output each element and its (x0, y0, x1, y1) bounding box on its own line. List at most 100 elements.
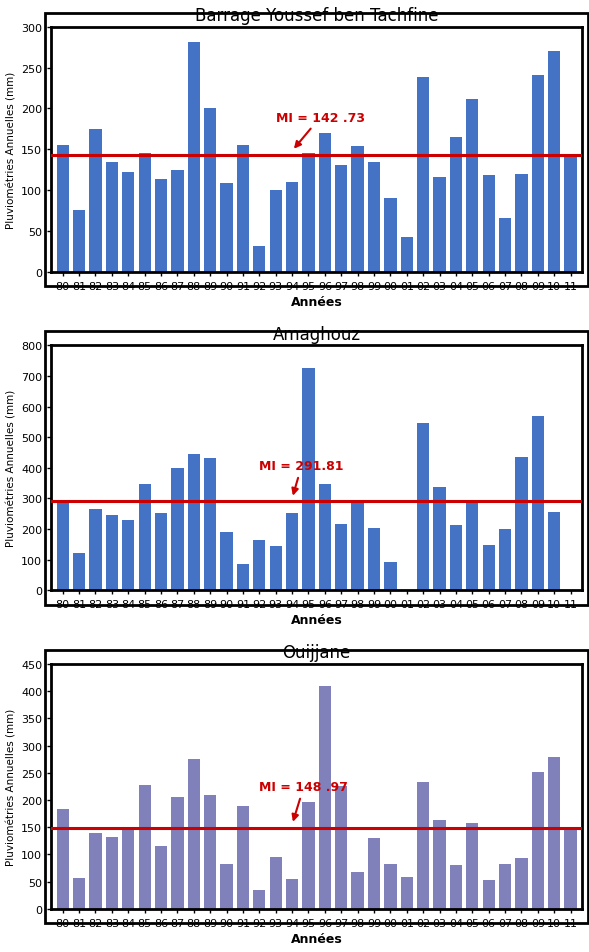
Bar (499, 864, 511, 909)
Bar (270, 191, 282, 272)
Bar (466, 500, 478, 590)
Bar (482, 880, 495, 909)
Bar (548, 513, 560, 590)
Bar (302, 803, 315, 909)
Y-axis label: Pluviométries Annuelles (mm): Pluviométries Annuelles (mm) (7, 71, 17, 228)
Bar (499, 219, 511, 272)
Bar (220, 532, 233, 590)
Bar (253, 890, 266, 909)
Bar (253, 540, 266, 590)
Bar (319, 134, 331, 272)
Text: MI = 142 .73: MI = 142 .73 (276, 111, 365, 148)
Bar (564, 157, 577, 272)
Bar (57, 809, 69, 909)
Bar (401, 878, 413, 909)
Bar (138, 153, 151, 272)
Bar (335, 524, 348, 590)
Bar (499, 529, 511, 590)
Bar (368, 838, 380, 909)
Bar (515, 858, 528, 909)
Bar (122, 173, 134, 272)
Bar (286, 183, 298, 272)
Bar (532, 76, 544, 272)
Bar (106, 163, 118, 272)
Bar (466, 823, 478, 909)
Bar (106, 837, 118, 909)
Bar (384, 562, 396, 590)
Bar (270, 857, 282, 909)
Bar (564, 828, 577, 909)
Bar (286, 513, 298, 590)
Bar (450, 526, 462, 590)
Bar (335, 166, 348, 272)
Bar (90, 833, 102, 909)
Bar (417, 423, 429, 590)
Bar (122, 521, 134, 590)
Bar (57, 501, 69, 590)
Bar (352, 872, 364, 909)
X-axis label: Années: Années (291, 295, 343, 308)
Bar (532, 772, 544, 909)
Bar (450, 138, 462, 272)
Text: MI = 291.81: MI = 291.81 (259, 460, 344, 494)
Bar (220, 864, 233, 909)
Bar (138, 785, 151, 909)
Bar (73, 211, 85, 272)
Bar (204, 795, 216, 909)
Bar (155, 180, 167, 272)
Title: Amaghouz: Amaghouz (273, 326, 360, 343)
Bar (90, 129, 102, 272)
Bar (204, 459, 216, 590)
Bar (515, 174, 528, 272)
Bar (548, 757, 560, 909)
Bar (220, 184, 233, 272)
Bar (368, 528, 380, 590)
Bar (450, 865, 462, 909)
Bar (237, 146, 249, 272)
Bar (57, 146, 69, 272)
Bar (253, 248, 266, 272)
Title: Barrage Youssef ben Tachfine: Barrage Youssef ben Tachfine (195, 7, 438, 25)
Bar (106, 516, 118, 590)
Bar (138, 485, 151, 590)
Bar (302, 369, 315, 590)
Bar (434, 821, 446, 909)
Bar (188, 43, 200, 272)
Bar (171, 468, 184, 590)
Bar (155, 513, 167, 590)
Bar (270, 546, 282, 590)
Bar (188, 455, 200, 590)
Text: MI = 148 .97: MI = 148 .97 (259, 781, 348, 820)
Bar (434, 178, 446, 272)
Bar (352, 147, 364, 272)
X-axis label: Années: Années (291, 932, 343, 945)
Bar (171, 170, 184, 272)
Bar (482, 176, 495, 272)
Bar (204, 109, 216, 272)
Bar (401, 237, 413, 272)
Bar (73, 878, 85, 909)
Bar (286, 879, 298, 909)
Bar (122, 829, 134, 909)
Bar (171, 798, 184, 909)
Bar (532, 416, 544, 590)
Bar (548, 52, 560, 272)
Bar (155, 846, 167, 909)
Bar (417, 78, 429, 272)
Bar (482, 545, 495, 590)
Bar (335, 786, 348, 909)
Bar (384, 864, 396, 909)
Bar (188, 760, 200, 909)
Title: Ouijjane: Ouijjane (283, 644, 351, 662)
Bar (417, 783, 429, 909)
Bar (237, 805, 249, 909)
Bar (319, 686, 331, 909)
Bar (73, 553, 85, 590)
X-axis label: Années: Années (291, 614, 343, 626)
Y-axis label: Pluviométries Annuelles (mm): Pluviométries Annuelles (mm) (7, 708, 17, 865)
Bar (302, 154, 315, 272)
Bar (515, 458, 528, 590)
Bar (368, 163, 380, 272)
Bar (434, 487, 446, 590)
Y-axis label: Pluviométries Annuelles (mm): Pluviométries Annuelles (mm) (7, 389, 17, 547)
